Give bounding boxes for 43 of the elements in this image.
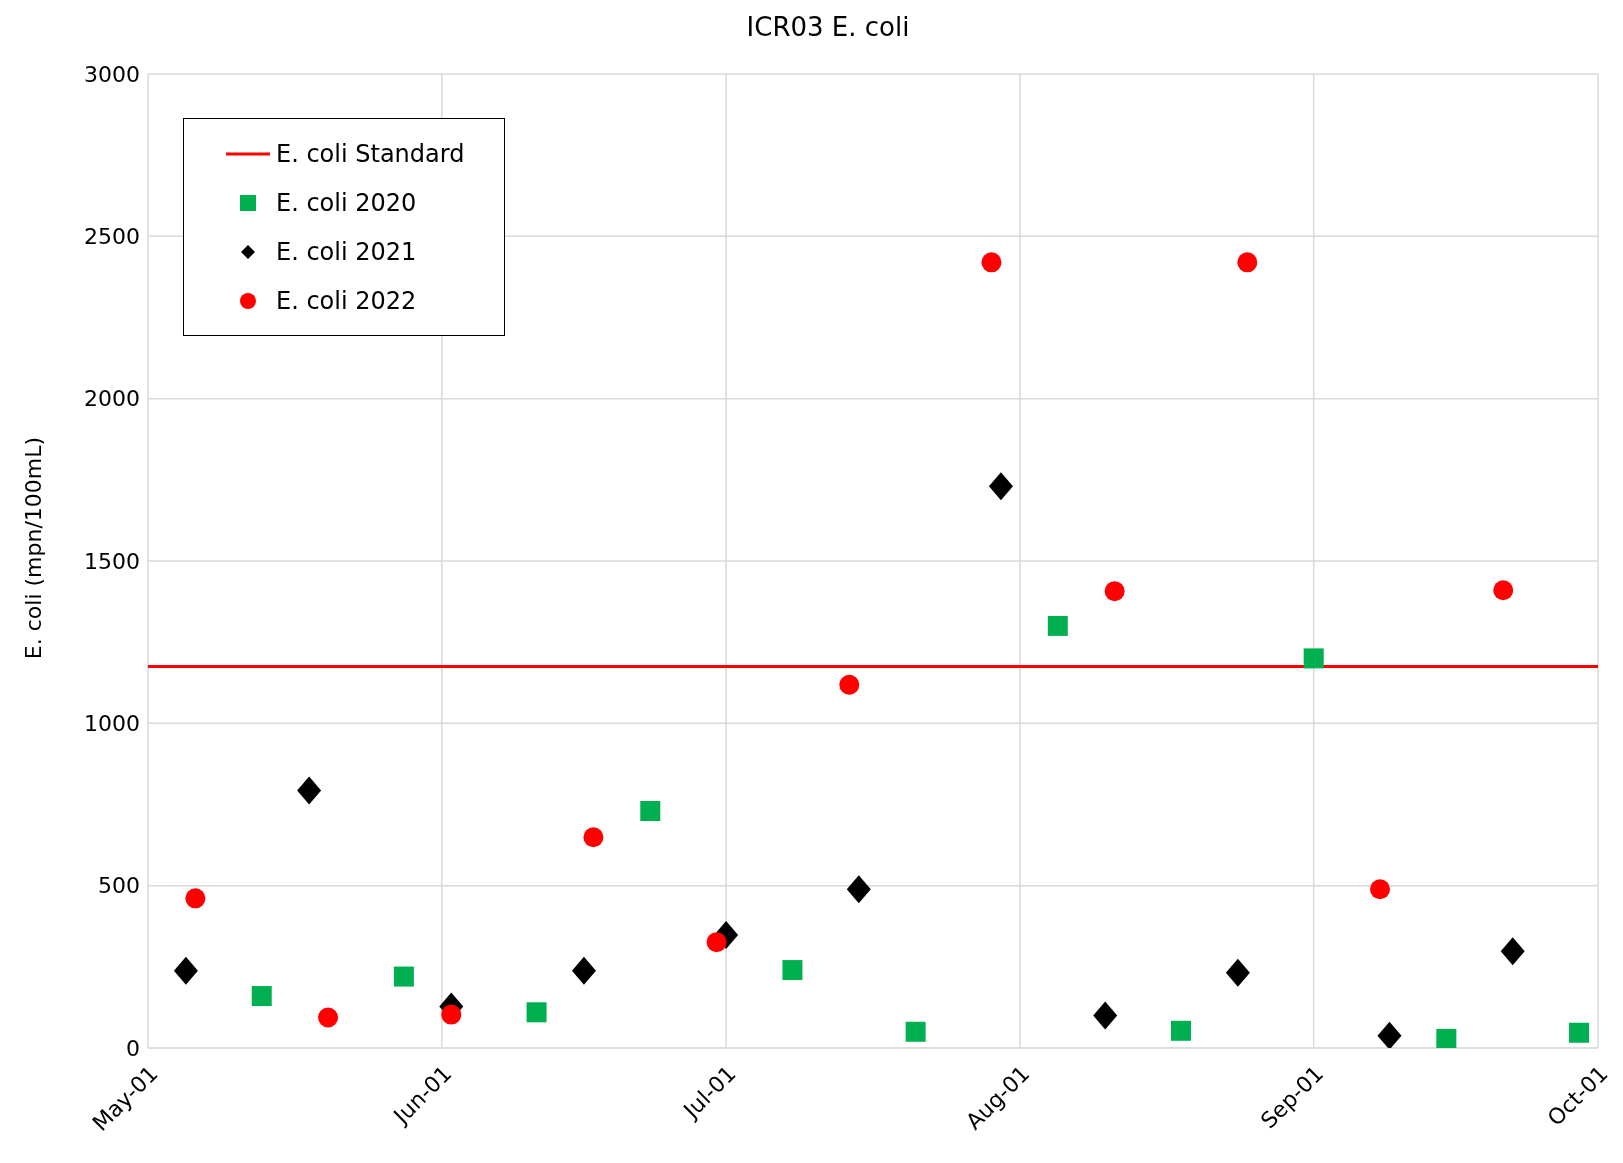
y-tick-label: 2500 [84,224,140,250]
point [318,1007,339,1028]
point [1237,252,1258,273]
y-tick-label: 500 [98,873,140,899]
point [1436,1028,1457,1048]
point [441,1004,462,1025]
point [1377,1021,1402,1048]
legend-label: E. coli 2021 [276,237,417,266]
point [1171,1020,1192,1041]
point [846,875,871,904]
y-tick-label: 0 [126,1035,140,1061]
legend-label: E. coli 2022 [276,286,417,315]
point [1370,879,1391,900]
point [185,888,206,909]
y-tick-label: 3000 [84,61,140,87]
point [640,800,661,821]
point [782,960,803,981]
point [251,986,272,1007]
point [1493,580,1514,601]
point [839,674,860,695]
point [1303,648,1324,669]
y-tick-label: 1500 [84,548,140,574]
chart-title: ICR03 E. coli [745,12,911,42]
point [583,827,604,848]
point [905,1021,926,1042]
point [297,776,322,805]
point [1225,958,1250,987]
y-axis-title: E. coli (mpn/100mL) [20,436,46,660]
legend-label: E. coli 2020 [276,188,417,217]
point [1047,615,1068,636]
point [571,956,596,985]
point [1093,1001,1118,1030]
legend-label: E. coli Standard [276,139,465,168]
point [981,252,1002,273]
point [1569,1022,1590,1043]
point [173,956,198,985]
point [1104,581,1125,602]
point [1500,937,1525,966]
point [393,966,414,987]
y-tick-label: 1000 [84,711,140,737]
y-tick-label: 2000 [84,386,140,412]
point [526,1002,547,1023]
point [988,472,1013,501]
